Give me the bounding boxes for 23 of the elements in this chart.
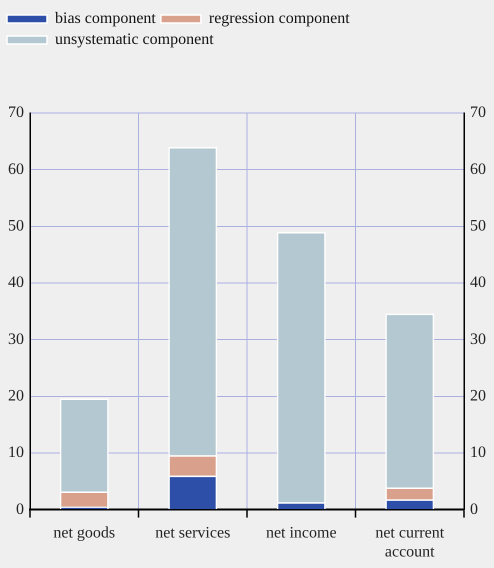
x-tick-label: net current account [375,524,445,561]
y-tick-label: 0 [16,500,24,518]
x-tick-label: net goods [53,524,116,542]
legend-label: regression component [208,10,350,28]
y-tick-label: 30 [8,330,24,348]
y-tick-label: 70 [8,104,24,122]
legend-label: unsystematic component [55,31,214,48]
x-tick-label: net services [155,524,230,542]
y2-tick-label: 40 [470,274,486,292]
y-tick-label: 10 [8,444,24,462]
x-tick-label: net income [266,524,337,542]
y2-tick-label: 50 [470,218,486,235]
legend-label: bias component [55,10,156,28]
y2-tick-label: 10 [470,444,486,462]
y2-tick-label: 0 [470,500,478,518]
y2-tick-label: 20 [470,387,486,404]
y-tick-label: 20 [8,387,24,404]
y2-tick-label: 60 [470,160,486,178]
y2-tick-label: 30 [470,330,486,348]
y-tick-label: 40 [8,274,24,292]
y-tick-label: 60 [8,160,24,178]
y-tick-label: 50 [8,218,24,235]
y2-tick-label: 70 [470,104,486,122]
